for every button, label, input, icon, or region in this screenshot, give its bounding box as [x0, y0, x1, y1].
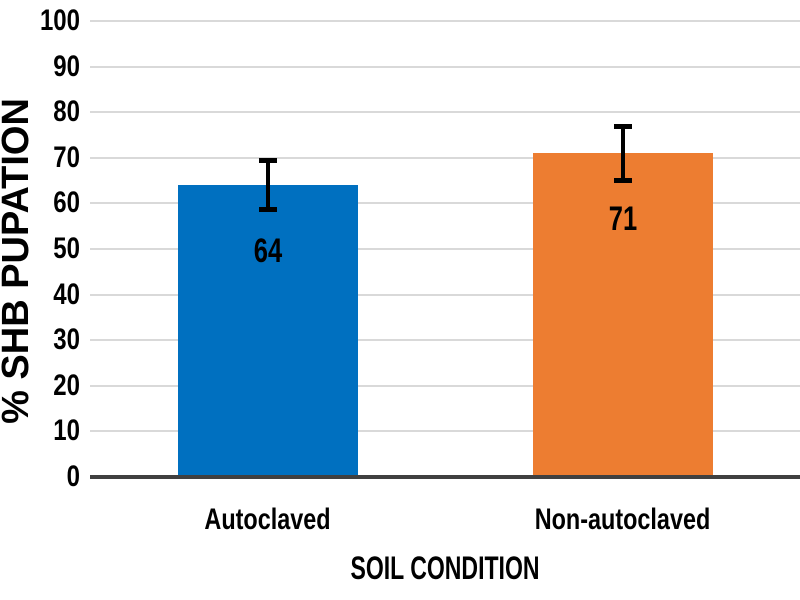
bar-value-label: 64: [253, 232, 282, 271]
bar-autoclaved: [177, 185, 358, 477]
x-axis-title: SOIL CONDITION: [350, 550, 540, 586]
error-bar-bottom-cap: [258, 207, 277, 213]
error-bar-top-cap: [258, 158, 277, 164]
y-tick-label: 80: [53, 95, 80, 129]
gridline: [90, 384, 800, 387]
y-tick-label: 100: [39, 4, 80, 37]
error-bar-autoclaved: [265, 160, 270, 211]
y-tick-label: 90: [53, 49, 80, 83]
x-axis-line: [90, 475, 800, 479]
category-label-autoclaved: Autoclaved: [204, 503, 331, 536]
y-tick-label: 10: [53, 414, 80, 448]
gridline: [90, 65, 800, 68]
y-tick-label: 0: [66, 460, 80, 493]
gridline: [90, 248, 800, 250]
gridline: [90, 430, 800, 433]
category-label-non-autoclaved: Non-autoclaved: [534, 503, 711, 536]
y-tick-label: 60: [53, 186, 80, 220]
error-bar-non-autoclaved: [620, 125, 625, 181]
gridline: [90, 20, 800, 22]
y-tick-label: 50: [53, 232, 80, 265]
y-tick-label: 70: [53, 140, 80, 174]
gridline: [90, 156, 800, 159]
gridline: [90, 111, 800, 114]
gridline: [90, 293, 800, 296]
y-tick-label: 30: [53, 323, 80, 357]
error-bar-top-cap: [613, 123, 632, 129]
y-tick-label: 40: [53, 277, 80, 311]
gridline: [90, 202, 800, 205]
gridline: [90, 339, 800, 342]
error-bar-bottom-cap: [613, 177, 632, 183]
y-tick-label: 20: [53, 368, 80, 402]
bar-non-autoclaved: [532, 153, 713, 477]
bar-value-label: 71: [608, 200, 637, 239]
